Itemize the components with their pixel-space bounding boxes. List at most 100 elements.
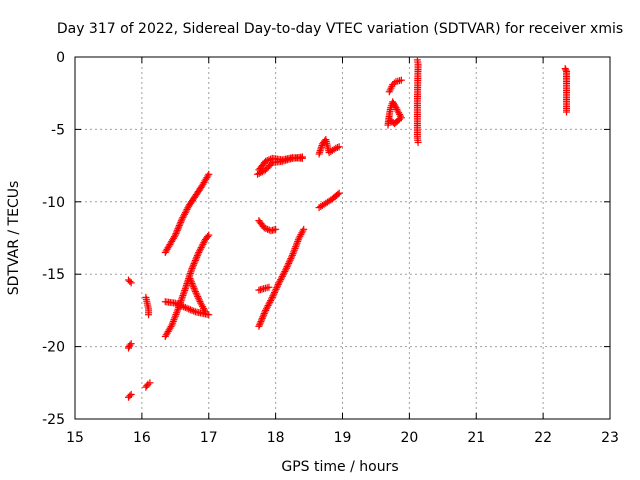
data-point-marker [200, 239, 208, 247]
data-point-marker [258, 316, 266, 324]
data-point-marker [282, 266, 290, 274]
data-point-marker [279, 271, 287, 279]
y-tick-labels: 0 -5 -10 -15 -20 -25 [42, 50, 65, 428]
data-point-marker [414, 138, 422, 146]
data-point-marker [187, 276, 195, 284]
data-point-marker [175, 301, 183, 309]
data-point-marker [193, 253, 201, 261]
y-tick-label: -20 [42, 340, 65, 356]
data-point-marker [394, 116, 402, 124]
data-point-marker [127, 340, 135, 348]
data-point-marker [201, 308, 209, 316]
data-point-marker [268, 293, 276, 301]
data-point-marker [260, 310, 268, 318]
x-tick-label: 23 [601, 430, 619, 446]
data-point-marker [190, 307, 198, 315]
data-point-marker [127, 279, 135, 287]
data-point-marker [272, 225, 280, 233]
data-point-marker [272, 285, 280, 293]
data-point-marker [190, 284, 198, 292]
data-point-marker [196, 245, 204, 253]
data-point-marker [256, 319, 264, 327]
data-point-marker [186, 306, 194, 314]
x-tick-label: 21 [467, 430, 485, 446]
data-point-marker [281, 267, 289, 275]
data-point-marker [204, 172, 212, 180]
data-point-marker [260, 311, 268, 319]
data-point-marker [283, 263, 291, 271]
data-point-marker [179, 292, 187, 300]
data-point-marker [167, 323, 175, 331]
data-point-marker [193, 252, 201, 260]
data-point-marker [189, 263, 197, 271]
data-point-marker [187, 278, 195, 286]
data-point-marker [258, 314, 266, 322]
data-point-marker [171, 231, 179, 239]
data-point-marker [264, 225, 272, 233]
data-point-marker [332, 144, 340, 152]
data-point-marker [176, 220, 184, 228]
data-point-marker [171, 299, 179, 307]
data-point-marker [267, 295, 275, 303]
data-point-marker [395, 115, 403, 123]
data-point-marker [126, 341, 134, 349]
data-point-marker [273, 284, 281, 292]
data-point-marker [278, 272, 286, 280]
data-point-marker [205, 231, 213, 239]
data-point-marker [277, 276, 285, 284]
data-point-marker [188, 279, 196, 287]
data-point-marker [298, 154, 306, 162]
data-point-marker [183, 304, 191, 312]
data-point-marker [181, 209, 189, 217]
data-point-marker [335, 189, 343, 197]
data-point-marker [196, 247, 204, 255]
data-point-marker [145, 311, 153, 319]
data-point-marker [146, 379, 154, 387]
data-point-marker [288, 253, 296, 261]
data-point-marker [260, 224, 268, 232]
y-tick-label: -15 [42, 267, 65, 283]
data-point-marker [175, 223, 183, 231]
data-point-marker [177, 297, 185, 305]
data-point-marker [271, 289, 279, 297]
data-point-marker [188, 264, 196, 272]
data-point-marker [274, 280, 282, 288]
data-point-marker [387, 84, 395, 92]
data-point-marker [189, 261, 197, 269]
data-point-marker [195, 296, 203, 304]
data-point-marker [284, 261, 292, 269]
data-point-marker [170, 233, 178, 241]
data-point-marker [189, 283, 197, 291]
data-point-marker [396, 112, 404, 120]
data-point-marker [262, 306, 270, 314]
data-point-marker [176, 301, 184, 309]
data-point-marker [191, 258, 199, 266]
data-point-marker [179, 214, 187, 222]
data-point-marker [185, 305, 193, 313]
data-point-marker [126, 277, 134, 285]
data-point-marker [266, 298, 274, 306]
data-point-marker [285, 258, 293, 266]
chart-title: Day 317 of 2022, Sidereal Day-to-day VTE… [57, 21, 623, 37]
data-point-marker [269, 292, 277, 300]
data-point-marker [275, 279, 283, 287]
data-point-marker [181, 210, 189, 218]
grid-lines [75, 57, 610, 419]
data-point-marker [177, 217, 185, 225]
data-point-marker [259, 313, 267, 321]
data-point-marker [196, 298, 204, 306]
data-point-marker [205, 170, 213, 178]
data-point-marker [188, 306, 196, 314]
data-point-marker [334, 190, 342, 198]
x-tick-label: 15 [66, 430, 84, 446]
data-point-marker [265, 156, 273, 164]
data-point-marker [300, 225, 308, 233]
data-point-marker [178, 215, 186, 223]
x-axis-label: GPS time / hours [281, 459, 398, 475]
x-tick-labels: 15 16 17 18 19 20 21 22 23 [66, 430, 619, 446]
x-tick-label: 18 [267, 430, 285, 446]
data-point-marker [189, 281, 197, 289]
data-point-marker [280, 269, 288, 277]
data-point-marker [271, 287, 279, 295]
